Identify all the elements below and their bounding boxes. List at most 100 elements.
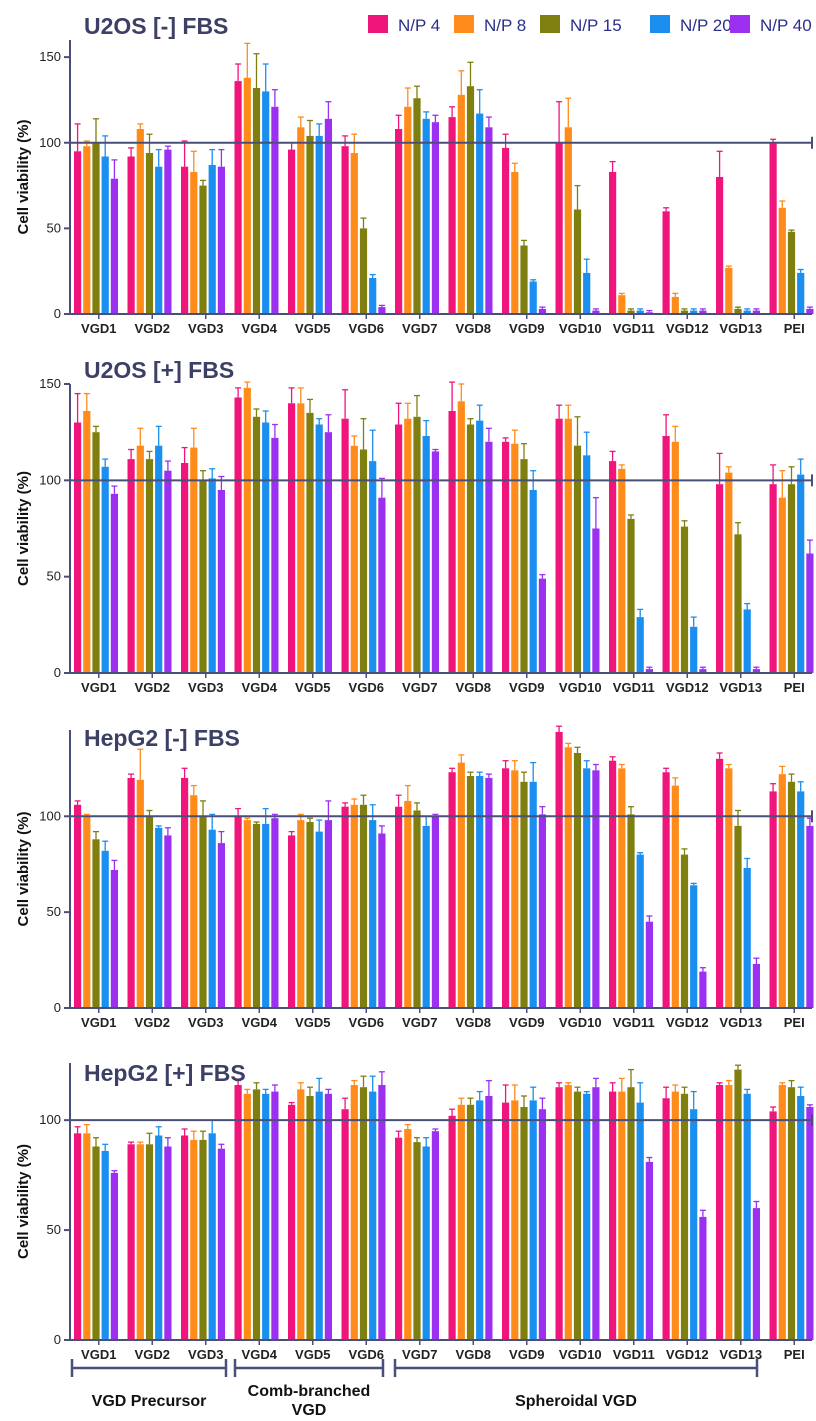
bar-vgd8-np8 xyxy=(457,401,465,673)
bar-vgd4-np20 xyxy=(262,1093,270,1340)
x-tick-label-vgd8: VGD8 xyxy=(456,1015,491,1030)
bar-vgd7-np40 xyxy=(431,816,439,1008)
x-tick-label-vgd4: VGD4 xyxy=(242,1347,278,1362)
bar-vgd9-np4 xyxy=(502,147,510,314)
bar-pei-np20 xyxy=(797,272,805,314)
bar-vgd2-np40 xyxy=(164,835,172,1008)
bar-vgd2-np15 xyxy=(145,459,154,673)
bar-vgd9-np20 xyxy=(529,1100,537,1340)
bar-vgd2-np15 xyxy=(145,153,154,314)
bar-vgd7-np20 xyxy=(422,118,430,314)
bar-vgd4-np4 xyxy=(234,1085,242,1340)
bar-vgd1-np15 xyxy=(92,839,100,1008)
bar-pei-np20 xyxy=(797,1096,805,1340)
bar-vgd10-np15 xyxy=(573,753,582,1008)
bar-vgd5-np4 xyxy=(288,1104,296,1340)
bar-vgd10-np8 xyxy=(564,418,572,673)
legend-label: N/P 15 xyxy=(570,16,622,35)
y-axis-label: Cell viability (%) xyxy=(15,1144,32,1259)
bar-vgd10-np40 xyxy=(592,528,600,673)
bar-vgd10-np4 xyxy=(555,142,563,315)
bar-vgd13-np4 xyxy=(716,758,724,1008)
x-tick-label-vgd12: VGD12 xyxy=(666,321,709,336)
x-tick-label-vgd4: VGD4 xyxy=(242,321,278,336)
y-tick-label: 0 xyxy=(54,1332,61,1347)
bar-vgd9-np8 xyxy=(511,1100,519,1340)
bar-vgd13-np40 xyxy=(752,1208,760,1340)
bar-vgd2-np15 xyxy=(145,1144,154,1340)
x-tick-label-vgd3: VGD3 xyxy=(188,1347,223,1362)
bar-vgd9-np40 xyxy=(538,308,546,314)
bar-vgd13-np40 xyxy=(752,963,760,1008)
bar-vgd12-np4 xyxy=(662,211,670,315)
bar-vgd12-np20 xyxy=(690,310,698,314)
bar-vgd6-np4 xyxy=(341,418,349,673)
y-tick-label: 0 xyxy=(54,1000,61,1015)
bar-vgd10-np4 xyxy=(555,731,563,1008)
x-tick-label-vgd9: VGD9 xyxy=(509,680,544,695)
bar-vgd5-np8 xyxy=(297,1089,305,1340)
bar-vgd12-np40 xyxy=(699,310,707,314)
bar-vgd5-np20 xyxy=(315,831,323,1008)
bar-vgd4-np40 xyxy=(271,437,279,673)
bar-vgd13-np15 xyxy=(734,825,742,1008)
bar-vgd12-np40 xyxy=(699,669,707,673)
bar-vgd10-np8 xyxy=(564,747,572,1008)
bar-vgd12-np15 xyxy=(680,310,689,314)
bar-pei-np15 xyxy=(787,1087,796,1340)
bar-vgd9-np8 xyxy=(511,443,519,673)
x-tick-label-vgd8: VGD8 xyxy=(456,680,491,695)
legend-swatch xyxy=(540,15,560,33)
bar-vgd2-np15 xyxy=(145,816,154,1008)
bar-vgd13-np20 xyxy=(743,868,751,1008)
bar-vgd10-np40 xyxy=(592,770,600,1008)
bar-vgd12-np20 xyxy=(690,1109,698,1340)
bar-vgd1-np4 xyxy=(74,151,82,314)
x-tick-label-pei: PEI xyxy=(784,321,805,336)
bar-vgd7-np20 xyxy=(422,825,430,1008)
bar-vgd6-np8 xyxy=(350,1085,358,1340)
bar-vgd13-np4 xyxy=(716,484,724,673)
bar-vgd8-np20 xyxy=(476,113,484,314)
bar-vgd10-np15 xyxy=(573,1091,582,1340)
bar-vgd13-np15 xyxy=(734,534,742,673)
bar-vgd7-np15 xyxy=(413,810,421,1008)
legend-label: N/P 8 xyxy=(484,16,526,35)
bar-vgd3-np40 xyxy=(217,166,225,314)
bar-vgd9-np4 xyxy=(502,768,510,1008)
x-tick-label-vgd9: VGD9 xyxy=(509,1347,544,1362)
y-axis-label: Cell viability (%) xyxy=(15,811,32,926)
bar-vgd11-np15 xyxy=(627,518,635,673)
legend-swatch xyxy=(650,15,670,33)
bar-vgd12-np15 xyxy=(680,526,689,673)
bar-vgd4-np8 xyxy=(243,387,251,673)
panel-title: HepG2 [-] FBS xyxy=(84,725,240,751)
bar-vgd1-np20 xyxy=(101,156,109,314)
bar-vgd9-np4 xyxy=(502,1102,510,1340)
bar-vgd13-np8 xyxy=(725,267,733,314)
x-tick-label-vgd10: VGD10 xyxy=(559,1015,602,1030)
bar-vgd6-np15 xyxy=(359,228,368,314)
bar-vgd6-np4 xyxy=(341,806,349,1008)
x-tick-label-vgd1: VGD1 xyxy=(81,680,116,695)
bar-vgd13-np15 xyxy=(734,1069,742,1340)
y-tick-label: 50 xyxy=(47,1222,61,1237)
bar-vgd2-np8 xyxy=(136,445,144,673)
bar-vgd2-np8 xyxy=(136,1144,144,1340)
bar-vgd11-np8 xyxy=(618,295,626,314)
bar-vgd3-np40 xyxy=(217,843,225,1008)
bar-vgd5-np15 xyxy=(306,135,314,314)
bar-vgd13-np15 xyxy=(734,308,742,314)
x-tick-label-vgd12: VGD12 xyxy=(666,1347,709,1362)
bar-vgd11-np8 xyxy=(618,468,626,673)
bar-vgd12-np40 xyxy=(699,971,707,1008)
bar-vgd5-np20 xyxy=(315,1091,323,1340)
bar-vgd1-np8 xyxy=(83,1133,91,1340)
bar-vgd12-np40 xyxy=(699,1216,707,1340)
bar-vgd11-np8 xyxy=(618,768,626,1008)
bar-pei-np40 xyxy=(806,308,814,314)
bar-vgd7-np4 xyxy=(395,424,403,673)
bar-vgd1-np8 xyxy=(83,146,91,314)
bar-vgd2-np4 xyxy=(127,777,135,1008)
